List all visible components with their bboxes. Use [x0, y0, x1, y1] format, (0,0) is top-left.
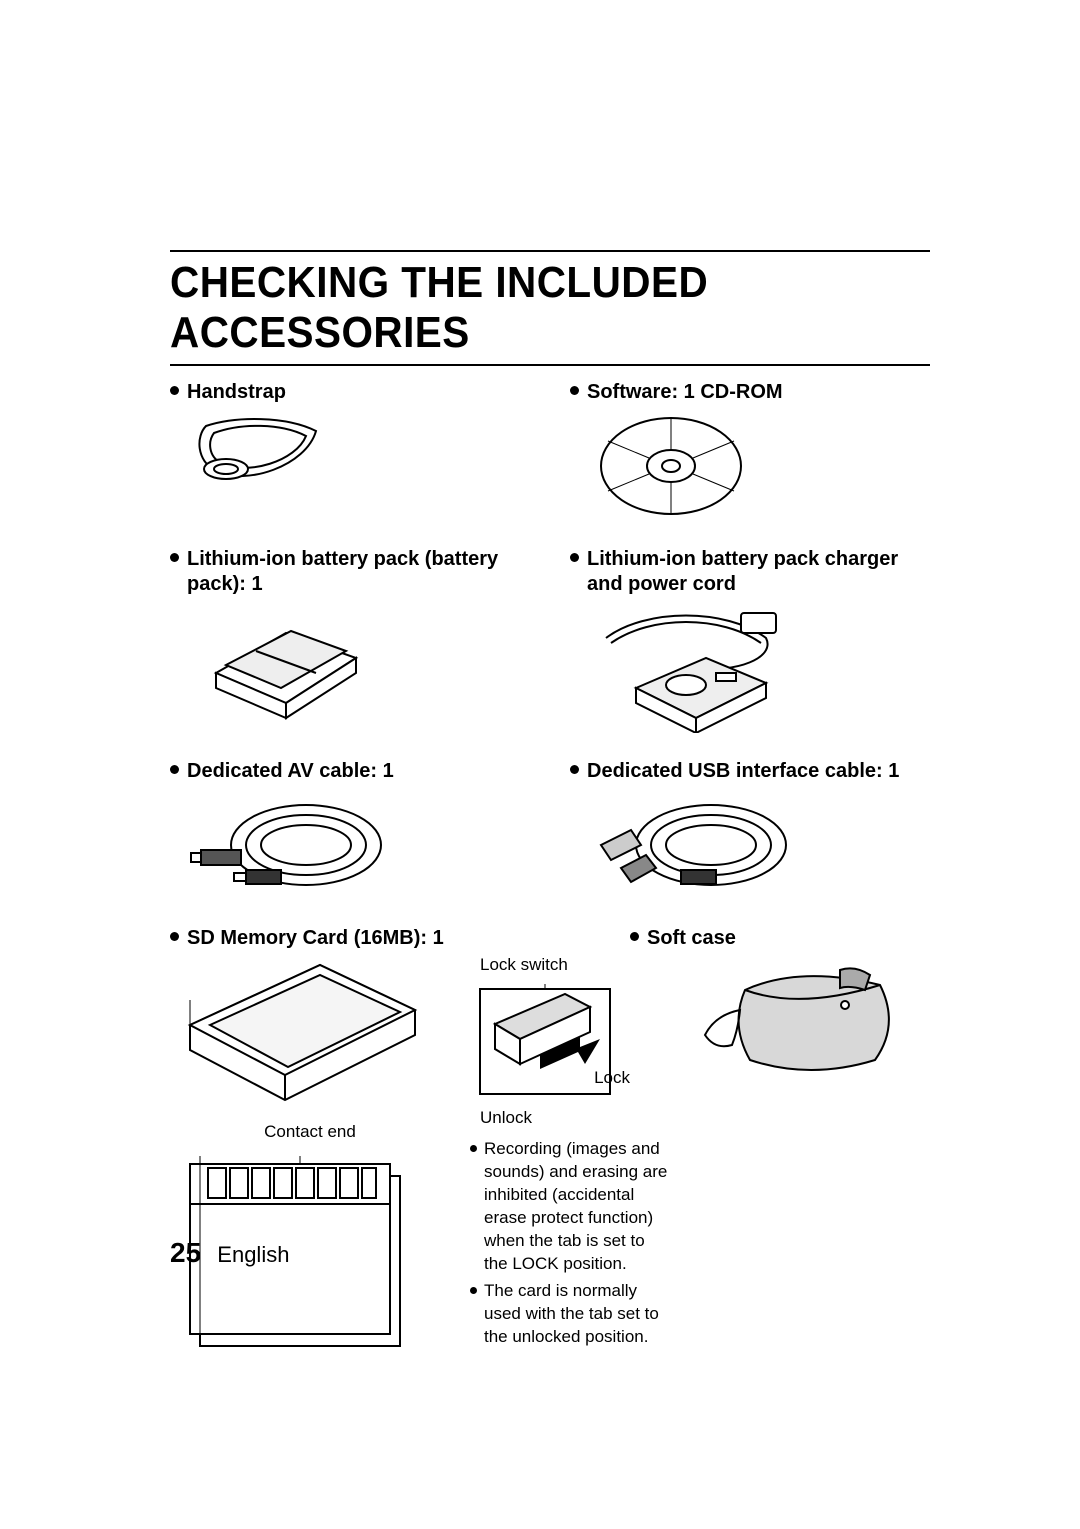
- label-charger: Lithium-ion battery pack charger and pow…: [587, 547, 930, 597]
- sd-area: Contact end: [170, 955, 930, 1371]
- av-cable-icon: [186, 790, 530, 900]
- note-1: Recording (images and sounds) and erasin…: [484, 1138, 670, 1276]
- page-language: English: [217, 1242, 289, 1267]
- item-battery: Lithium-ion battery pack (battery pack):…: [170, 547, 530, 741]
- manual-page: CHECKING THE INCLUDED ACCESSORIES Handst…: [0, 0, 1080, 1529]
- unlock-label: Unlock: [480, 1108, 532, 1128]
- soft-case-area: [690, 955, 920, 1371]
- cdrom-icon: [586, 411, 930, 521]
- accessories-grid: Handstrap Software: 1 CD-ROM: [170, 380, 930, 951]
- lock-switch-area: Lock switch Unlock: [470, 955, 670, 1371]
- note-2: The card is normally used with the tab s…: [484, 1280, 670, 1349]
- page-footer: 25 English: [170, 1237, 289, 1269]
- label-battery: Lithium-ion battery pack (battery pack):…: [187, 547, 530, 597]
- battery-icon: [186, 603, 530, 723]
- sd-notes: Recording (images and sounds) and erasin…: [470, 1138, 670, 1348]
- label-usb-cable: Dedicated USB interface cable: 1: [587, 759, 899, 784]
- page-number: 25: [170, 1237, 201, 1268]
- item-software: Software: 1 CD-ROM: [570, 380, 930, 529]
- lock-label: Lock: [594, 1068, 630, 1128]
- label-soft-case: Soft case: [647, 926, 736, 951]
- item-handstrap: Handstrap: [170, 380, 530, 529]
- label-software: Software: 1 CD-ROM: [587, 380, 783, 405]
- charger-icon: [586, 603, 930, 733]
- sd-card-main: Contact end: [170, 955, 450, 1371]
- label-sd-card: SD Memory Card (16MB): 1: [187, 926, 444, 951]
- rule-mid: [170, 364, 930, 366]
- item-charger: Lithium-ion battery pack charger and pow…: [570, 547, 930, 741]
- soft-case-icon: [690, 955, 910, 1085]
- contact-end-label: Contact end: [264, 1122, 356, 1141]
- item-soft-case-label: Soft case: [570, 926, 930, 951]
- rule-top: [170, 250, 930, 252]
- item-av-cable: Dedicated AV cable: 1: [170, 759, 530, 908]
- page-title: CHECKING THE INCLUDED ACCESSORIES: [170, 258, 869, 358]
- label-av-cable: Dedicated AV cable: 1: [187, 759, 394, 784]
- item-sd-card-label: SD Memory Card (16MB): 1: [170, 926, 530, 951]
- sd-card-icon: [170, 955, 430, 1125]
- item-usb-cable: Dedicated USB interface cable: 1: [570, 759, 930, 908]
- handstrap-icon: [186, 411, 530, 501]
- usb-cable-icon: [586, 790, 930, 900]
- label-handstrap: Handstrap: [187, 380, 286, 405]
- lock-switch-label: Lock switch: [480, 955, 568, 974]
